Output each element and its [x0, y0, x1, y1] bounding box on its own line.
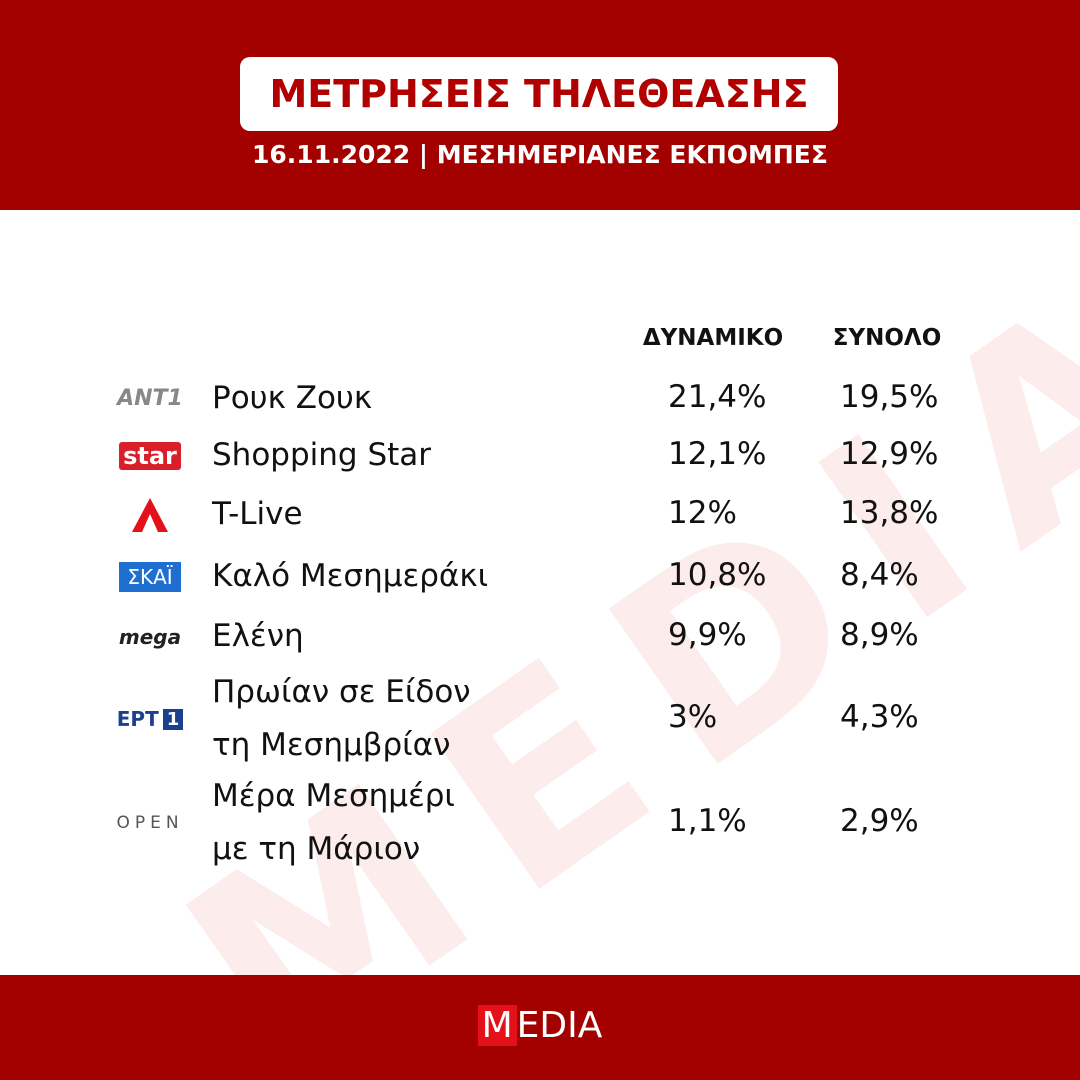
channel-logo: ΕΡΤ 1	[112, 666, 188, 772]
program-name: Ρουκ Ζουκ	[212, 372, 372, 425]
program-name: Μέρα Μεσημέρι με τη Μάριον	[212, 770, 455, 876]
logo-text: ANT1	[117, 386, 183, 411]
rating-value: 8,4%	[840, 556, 919, 593]
program-line: Μέρα Μεσημέρι	[212, 778, 455, 814]
subtitle: 16.11.2022 | ΜΕΣΗΜΕΡΙΑΝΕΣ ΕΚΠΟΜΠΕΣ	[252, 140, 828, 169]
channel-logo	[112, 488, 188, 541]
logo-m: M	[477, 1005, 517, 1046]
rating-value: 21,4%	[668, 378, 767, 415]
logo-text: star	[119, 441, 181, 470]
channel-logo: OPEN	[112, 770, 188, 876]
program-name: Πρωίαν σε Είδον τη Μεσημβρίαν	[212, 666, 471, 772]
rating-value: 2,9%	[840, 803, 919, 839]
rating-value: 12,1%	[668, 435, 767, 472]
rating-value: 10,8%	[668, 556, 767, 593]
program-line: Shopping Star	[212, 437, 432, 473]
program-line: τη Μεσημβρίαν	[212, 727, 451, 763]
rating-value: 8,9%	[840, 616, 919, 653]
channel-logo: mega	[112, 610, 188, 663]
channel-logo: star	[112, 429, 188, 482]
rating-value: 1,1%	[668, 803, 747, 839]
rating-value: 12,9%	[840, 435, 939, 472]
program-name: T-Live	[212, 488, 303, 541]
channel-logo: ANT1	[112, 372, 188, 425]
column-header: ΔΥΝΑΜΙΚΟ	[642, 325, 784, 351]
rating-value: 13,8%	[840, 494, 939, 531]
logo-text: ΣΚΑΪ	[119, 561, 181, 592]
rating-value: 19,5%	[840, 378, 939, 415]
alpha-logo	[132, 497, 168, 532]
channel-logo: ΣΚΑΪ	[112, 550, 188, 603]
program-line: T-Live	[212, 496, 303, 532]
program-name: Καλό Μεσημεράκι	[212, 550, 488, 603]
program-line: Καλό Μεσημεράκι	[212, 558, 489, 594]
footer-logo: M EDIA	[0, 1005, 1080, 1046]
logo-rest: EDIA	[516, 1005, 603, 1046]
program-line: Πρωίαν σε Είδον	[212, 674, 471, 710]
rating-value: 9,9%	[668, 616, 747, 653]
logo-text: ΕΡΤ	[116, 707, 159, 731]
program-line: Ρουκ Ζουκ	[212, 380, 373, 416]
program-line: Ελένη	[212, 618, 304, 654]
rating-value: 3%	[668, 699, 718, 735]
program-name: Ελένη	[212, 610, 304, 663]
logo-text: mega	[118, 624, 182, 649]
column-header: ΣΥΝΟΛΟ	[832, 325, 942, 351]
title: ΜΕΤΡΗΣΕΙΣ ΤΗΛΕΘΕΑΣΗΣ	[240, 57, 838, 131]
logo-text: 1	[162, 708, 184, 730]
footer-band	[0, 975, 1080, 1080]
rating-value: 12%	[668, 494, 737, 531]
program-name: Shopping Star	[212, 429, 431, 482]
program-line: με τη Μάριον	[212, 831, 421, 867]
rating-value: 4,3%	[840, 699, 919, 735]
logo-text: OPEN	[116, 813, 184, 833]
